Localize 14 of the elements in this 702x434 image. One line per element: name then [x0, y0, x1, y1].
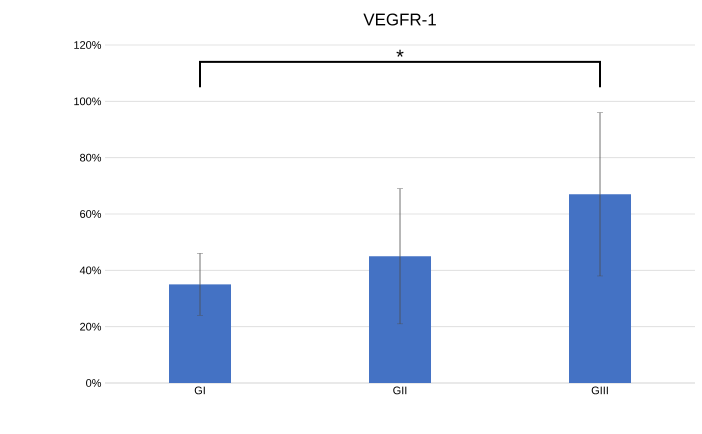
y-tick-label: 20%: [80, 322, 102, 331]
y-tick-label: 40%: [80, 266, 102, 274]
y-tick-label: 120%: [74, 41, 102, 49]
bar: [169, 284, 232, 383]
y-tick-label: 0%: [86, 379, 102, 387]
y-tick-label: 100%: [74, 97, 102, 106]
x-tick-label: GIII: [592, 386, 608, 394]
chart-title: VEGFR-1: [363, 14, 436, 26]
y-tick-label: 60%: [80, 210, 102, 218]
x-tick-label: GI: [194, 386, 205, 394]
x-tick-label: GII: [393, 386, 406, 394]
y-tick-label: 80%: [80, 154, 102, 162]
bar: [569, 194, 632, 383]
annotation: *: [396, 50, 404, 57]
